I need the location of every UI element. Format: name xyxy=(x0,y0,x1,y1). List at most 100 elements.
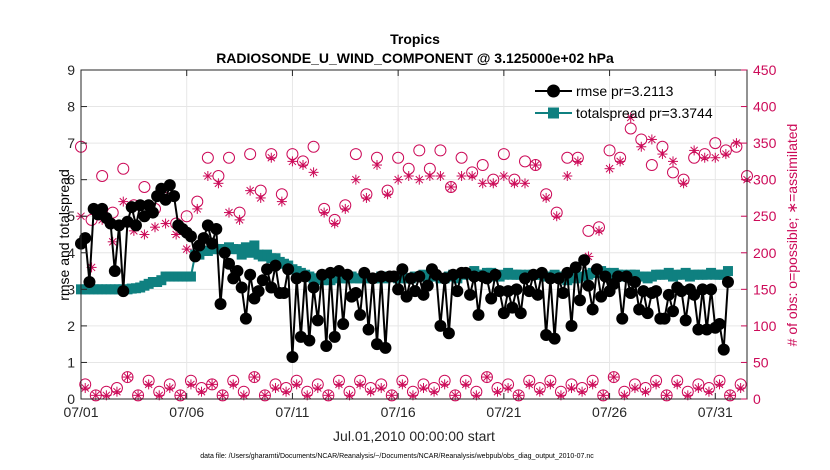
obs-assimilated-marker xyxy=(530,160,541,171)
star-stroke xyxy=(134,391,142,400)
totalspread-marker xyxy=(240,242,251,253)
obs-assimilated-marker xyxy=(477,178,488,189)
rmse-marker xyxy=(514,307,527,320)
rmse-marker xyxy=(658,312,671,325)
obs-assimilated-marker xyxy=(689,145,700,156)
star-stroke xyxy=(711,153,720,162)
rmse-marker xyxy=(510,283,523,296)
star-stroke xyxy=(140,230,149,239)
star-stroke xyxy=(277,197,286,206)
obs-assimilated-marker xyxy=(471,390,482,401)
obs-assimilated-marker xyxy=(678,178,689,189)
obs-assimilated-marker xyxy=(640,386,651,397)
rmse-marker xyxy=(83,276,96,289)
obs-possible-marker xyxy=(624,122,637,135)
obs-assimilated-marker xyxy=(372,160,382,171)
obs-assimilated-marker xyxy=(651,379,662,390)
obs-assimilated-marker xyxy=(608,372,619,383)
rmse-marker xyxy=(189,250,202,263)
rmse-marker xyxy=(573,294,586,307)
star-stroke xyxy=(235,215,244,224)
obs-assimilated-marker xyxy=(192,203,203,214)
obs-possible-marker xyxy=(455,151,468,164)
star-stroke xyxy=(271,384,280,392)
star-stroke xyxy=(631,384,639,392)
obs-possible-marker xyxy=(392,151,405,164)
obs-assimilated-marker xyxy=(414,174,425,185)
star-stroke xyxy=(472,391,481,400)
x-tick-label: 07/16 xyxy=(381,404,416,420)
obs-possible-marker xyxy=(258,389,271,402)
obs-assimilated-marker xyxy=(291,379,302,390)
rmse-marker xyxy=(464,288,477,301)
star-stroke xyxy=(256,194,265,202)
obs-assimilated-marker xyxy=(720,149,731,160)
star-stroke xyxy=(144,380,153,389)
rmse-marker xyxy=(79,232,92,245)
x-tick-label: 07/01 xyxy=(63,404,98,420)
obs-assimilated-marker xyxy=(143,379,154,390)
star-stroke xyxy=(404,172,413,180)
rmse-marker xyxy=(624,286,637,299)
obs-assimilated-marker xyxy=(287,156,298,167)
x-tick-label: 07/06 xyxy=(169,404,204,420)
star-stroke xyxy=(113,387,121,396)
obs-assimilated-marker xyxy=(577,386,588,397)
obs-assimilated-marker xyxy=(429,386,440,397)
rmse-marker xyxy=(375,270,388,283)
star-stroke xyxy=(282,387,290,396)
rmse-marker xyxy=(599,270,612,283)
star-stroke xyxy=(81,384,90,392)
rmse-marker xyxy=(628,276,641,289)
star-stroke xyxy=(721,150,730,158)
rmse-marker xyxy=(413,270,426,283)
rmse-marker xyxy=(354,308,367,321)
obs-possible-marker xyxy=(248,371,261,384)
rmse-marker xyxy=(218,246,231,259)
legend-spread-marker xyxy=(548,107,559,119)
obs-possible-marker xyxy=(603,144,616,157)
rmse-marker xyxy=(307,281,320,294)
star-stroke xyxy=(616,157,625,166)
rmse-marker xyxy=(379,341,392,354)
obs-possible-marker xyxy=(449,389,462,402)
star-stroke xyxy=(626,113,635,122)
axis-ticks: 07/01 07/06 07/11 07/16 07/21 07/26 07/31 0 1 2 3 4… xyxy=(63,62,776,420)
y-tick-label: 4 xyxy=(67,245,75,261)
obs-assimilated-marker xyxy=(594,225,604,236)
star-stroke xyxy=(510,179,519,188)
star-stroke xyxy=(356,380,364,389)
star-stroke xyxy=(457,172,466,180)
rmse-marker xyxy=(641,307,654,320)
star-stroke xyxy=(165,384,174,392)
star-stroke xyxy=(542,194,551,202)
obs-assimilated-marker xyxy=(80,383,91,394)
star-stroke xyxy=(229,380,238,389)
rmse-marker xyxy=(328,330,341,343)
obs-assimilated-marker xyxy=(185,379,196,390)
obs-assimilated-marker xyxy=(340,203,351,214)
star-stroke xyxy=(478,179,487,188)
obs-assimilated-marker xyxy=(714,379,725,390)
star-stroke xyxy=(193,205,202,213)
rmse-marker xyxy=(96,202,109,215)
legend-spread-label: totalspread pr=3.3744 xyxy=(576,105,713,121)
obs-possible-marker xyxy=(201,151,214,164)
star-stroke xyxy=(683,391,692,400)
star-stroke xyxy=(525,380,534,389)
obs-assimilated-marker xyxy=(207,379,218,390)
star-stroke xyxy=(451,391,460,400)
totalspread-marker xyxy=(249,240,260,251)
obs-assimilated-marker xyxy=(270,383,281,394)
star-stroke xyxy=(345,391,354,400)
obs-assimilated-marker xyxy=(446,181,456,192)
y2-tick-label: 250 xyxy=(753,208,777,224)
rmse-marker xyxy=(578,254,591,267)
star-stroke xyxy=(335,380,343,389)
star-stroke xyxy=(440,380,449,389)
star-stroke xyxy=(419,384,428,392)
obs-possible-marker xyxy=(480,371,493,384)
obs-assimilated-marker xyxy=(693,383,704,394)
star-stroke xyxy=(430,387,438,396)
